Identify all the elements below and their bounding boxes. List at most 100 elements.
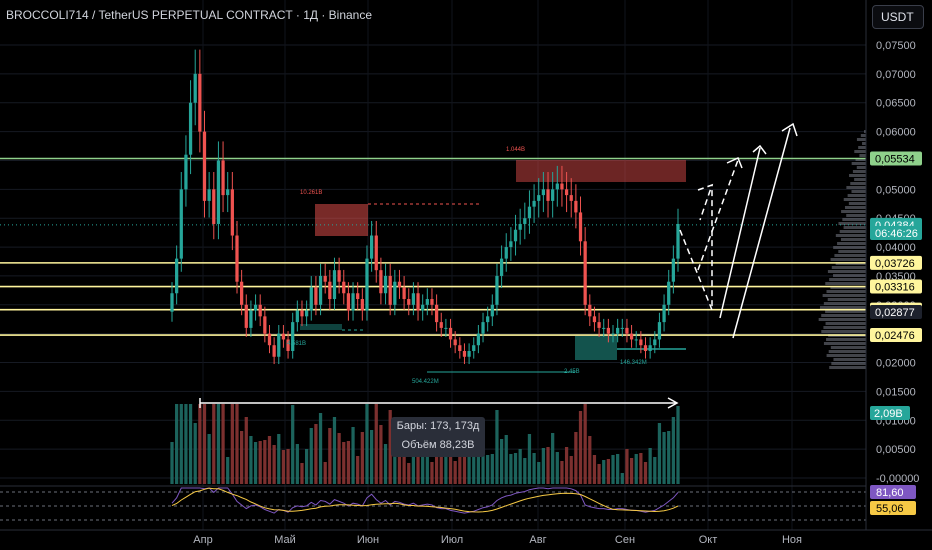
- profile-bar: [846, 186, 866, 189]
- volume-bar: [546, 447, 550, 484]
- candle-body: [411, 293, 416, 305]
- supply-zone-large: [516, 160, 686, 182]
- candle-body: [546, 189, 550, 201]
- candle-body: [374, 235, 378, 271]
- volume-bar: [383, 444, 388, 484]
- volume-bar: [249, 436, 253, 484]
- candle-body: [444, 327, 448, 329]
- volume-bar: [453, 461, 457, 484]
- candle-body: [476, 333, 481, 346]
- volume-bar: [634, 454, 638, 484]
- candle-body: [198, 73, 202, 132]
- time-axis[interactable]: Апр Май Июн Июл Авг Сен Окт Ноя: [0, 529, 932, 546]
- profile-bar: [859, 154, 866, 157]
- annotation-label: 10.261B: [300, 190, 322, 196]
- price-label-badge: [870, 225, 922, 240]
- volume-bar: [523, 458, 527, 484]
- price-tick-label: 0,07000: [876, 69, 916, 81]
- volume-bar: [509, 454, 513, 484]
- profile-bar: [848, 202, 866, 205]
- volume-bar: [602, 460, 606, 484]
- volume-bar: [263, 440, 267, 484]
- time-tick-label: Июл: [441, 534, 463, 546]
- volume-bar: [532, 453, 536, 484]
- annotation-label: 2.45B: [564, 369, 580, 375]
- profile-bar: [823, 326, 866, 329]
- candle-body: [356, 293, 360, 300]
- candle-body: [620, 327, 624, 329]
- candle-body: [230, 189, 234, 236]
- volume-bar: [648, 448, 652, 484]
- time-tick-label: Окт: [699, 534, 718, 546]
- volume-bar: [444, 453, 448, 484]
- volume-bar: [458, 447, 462, 484]
- currency-button[interactable]: USDT: [872, 5, 924, 29]
- candle-body: [314, 287, 318, 305]
- volume-bar: [332, 417, 337, 484]
- volume-bar: [472, 451, 476, 484]
- profile-bar: [850, 182, 866, 185]
- candle-body: [602, 327, 606, 329]
- profile-bar: [821, 314, 866, 317]
- profile-bar: [831, 362, 866, 365]
- volume-bar: [379, 425, 383, 484]
- volume-axis-label-group: 2,09B: [870, 406, 910, 420]
- price-axis[interactable]: 0,075000,070000,065000,060000,055000,050…: [865, 0, 922, 530]
- candle-body: [170, 293, 174, 312]
- profile-bar: [822, 294, 866, 297]
- profile-bar: [854, 178, 866, 181]
- candle-body: [212, 189, 216, 224]
- candle-body: [235, 235, 239, 282]
- price-label: 0,05534: [875, 154, 915, 166]
- projection-arrow-1: [719, 147, 761, 319]
- profile-bar: [841, 210, 866, 213]
- annotation-label: 146.342M: [620, 360, 647, 366]
- profile-bar: [851, 162, 866, 165]
- profile-bar: [851, 190, 866, 193]
- candle-body: [402, 287, 406, 300]
- volume-bar: [620, 473, 624, 484]
- candle-body: [281, 333, 286, 340]
- price-tick-label: 0,00500: [876, 444, 916, 456]
- price-label-badge: [870, 255, 922, 270]
- candle-body: [253, 304, 258, 311]
- profile-bar: [823, 302, 866, 305]
- volume-axis-label: 2,09B: [874, 408, 903, 420]
- profile-bar: [843, 226, 866, 229]
- candle-body: [351, 293, 355, 311]
- volume-bar: [365, 404, 369, 484]
- candle-body: [216, 160, 221, 224]
- volume-bar: [226, 457, 230, 484]
- candle-body: [434, 304, 439, 323]
- candle-body: [467, 350, 471, 357]
- candle-body: [244, 304, 248, 328]
- profile-bar: [854, 150, 866, 153]
- price-tick-label: 0,02000: [876, 358, 916, 370]
- volume-bar: [369, 430, 374, 484]
- candle-body: [193, 73, 197, 103]
- candle-body: [578, 212, 583, 242]
- price-label: 0,03316: [875, 282, 915, 294]
- volume-bar: [467, 442, 471, 484]
- volume-bar: [606, 459, 610, 484]
- arrowhead-1: [752, 144, 767, 155]
- candle-body: [453, 339, 457, 346]
- bar-range-arrowhead: [667, 397, 679, 409]
- profile-bar: [826, 338, 866, 341]
- candle-body: [513, 229, 518, 242]
- profile-bar: [844, 206, 866, 209]
- volume-bar: [597, 464, 601, 484]
- profile-bar: [823, 342, 866, 345]
- volume-bar: [425, 453, 429, 484]
- time-tick-label: Апр: [193, 534, 212, 546]
- volume-bar: [448, 442, 453, 484]
- profile-bar: [826, 290, 866, 293]
- time-tick-label: Ноя: [782, 534, 802, 546]
- candle-body: [592, 316, 597, 323]
- profile-bar: [842, 218, 866, 221]
- volume-bar: [592, 455, 597, 484]
- candle-body: [179, 189, 183, 259]
- candle-body: [541, 189, 546, 196]
- price-tick-label: 0,07500: [876, 40, 916, 52]
